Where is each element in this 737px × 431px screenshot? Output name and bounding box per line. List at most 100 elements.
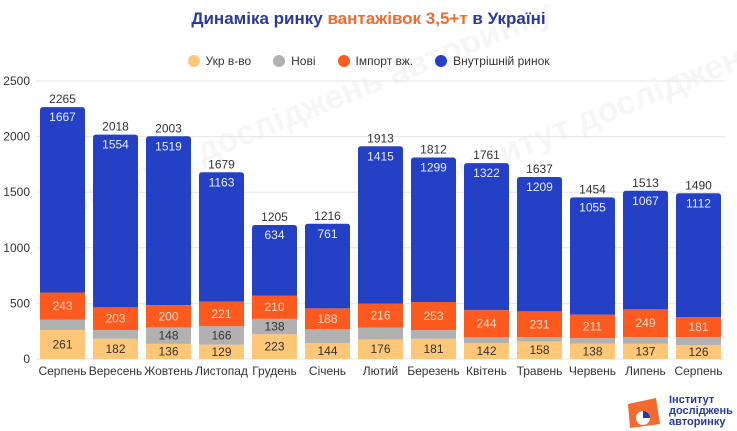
bar-segment-new [676, 337, 721, 345]
bar-segment-new [517, 337, 562, 342]
bar-segment-domestic [676, 193, 721, 317]
x-tick-label: Листопад [195, 364, 248, 378]
bar-segment-new [464, 337, 509, 344]
x-tick-label: Жовтень [144, 364, 193, 378]
bar-segment-ukr [517, 341, 562, 359]
y-tick-label: 2000 [3, 130, 30, 144]
data-label-ukr: 158 [529, 343, 549, 357]
bar-segment-domestic [146, 136, 191, 306]
logo-line1: Інститут [669, 394, 715, 406]
bar-segment-ukr [252, 334, 297, 359]
total-label: 2018 [102, 120, 129, 134]
data-label-new: 138 [264, 320, 284, 334]
bar-segment-domestic [623, 190, 668, 310]
data-label-domestic: 1554 [102, 138, 129, 152]
x-tick-label: Червень [569, 364, 616, 378]
data-label-ukr: 223 [264, 340, 284, 354]
bar-segment-domestic [305, 223, 350, 309]
data-label-ukr: 181 [423, 342, 443, 356]
total-label: 1490 [685, 178, 712, 192]
data-label-import: 210 [264, 300, 284, 314]
bar-segment-ukr [464, 343, 509, 359]
legend-label: Внутрішній ринок [453, 54, 550, 68]
total-label: 1513 [632, 176, 659, 190]
total-label: 1637 [526, 162, 553, 176]
data-label-import: 249 [635, 316, 655, 330]
x-tick-label: Серпень [38, 364, 86, 378]
total-label: 2265 [49, 92, 76, 106]
bar-segment-import [358, 303, 403, 328]
bar-segment-ukr [676, 344, 721, 359]
bar-segment-import [305, 308, 350, 330]
data-label-ukr: 142 [476, 344, 496, 358]
data-label-domestic: 1112 [686, 196, 711, 210]
data-label-import: 181 [688, 320, 708, 334]
data-label-import: 211 [583, 319, 602, 333]
data-label-domestic: 1667 [49, 110, 76, 124]
y-tick-label: 500 [10, 296, 30, 310]
total-label: 2003 [155, 121, 182, 135]
bar-segment-domestic [358, 146, 403, 304]
data-label-import: 216 [370, 309, 390, 323]
bar-segment-ukr [93, 338, 138, 359]
bar-segment-domestic [40, 107, 85, 293]
x-tick-label: Серпень [674, 364, 722, 378]
logo-text: Інститут досліджень авторинку [669, 395, 733, 428]
bar-segment-ukr [411, 338, 456, 359]
title-part1: Динаміка ринку [191, 9, 328, 28]
data-label-ukr: 126 [688, 345, 708, 359]
chart-title: Динаміка ринку вантажівок 3,5+т в Україн… [0, 9, 737, 29]
y-tick-label: 0 [23, 352, 30, 366]
data-label-domestic: 1163 [209, 175, 235, 189]
data-label-new: 148 [158, 329, 178, 343]
bar-segment-new [93, 329, 138, 339]
legend-dot-new-icon [273, 55, 286, 67]
bar-segment-ukr [305, 342, 350, 359]
data-label-import: 244 [476, 317, 496, 331]
title-part3: в Україні [467, 9, 546, 28]
bar-segment-import [517, 311, 562, 338]
total-label: 1205 [261, 210, 288, 224]
legend-label: Імпорт вж. [355, 54, 414, 68]
x-tick-label: Квітень [466, 364, 507, 378]
x-tick-label: Липень [625, 364, 666, 378]
logo-line3: авторинку [669, 416, 726, 428]
data-label-domestic: 1519 [155, 139, 182, 153]
data-label-domestic: 1322 [473, 166, 500, 180]
legend-item-import: Імпорт вж. [337, 54, 414, 68]
x-tick-label: Лютий [363, 364, 399, 378]
bar-segment-import [93, 307, 138, 330]
bar-segment-ukr [570, 343, 615, 359]
total-label: 1679 [208, 157, 235, 171]
bar-segment-import [40, 292, 85, 320]
bar-segment-ukr [146, 343, 191, 359]
data-label-ukr: 136 [158, 344, 178, 358]
data-label-import: 231 [529, 317, 549, 331]
data-label-import: 243 [52, 299, 72, 313]
logo-icon [628, 398, 660, 428]
bar-segment-new [40, 319, 85, 330]
bar-segment-import [623, 309, 668, 338]
bar-segment-domestic [464, 163, 509, 311]
total-label: 1812 [420, 143, 447, 157]
total-label: 1454 [579, 182, 606, 196]
data-label-new: 166 [211, 328, 231, 342]
bar-segment-import [676, 316, 721, 338]
legend-dot-domestic-icon [435, 55, 448, 67]
logo: Інститут досліджень авторинку [626, 394, 736, 430]
x-tick-label: Січень [309, 364, 346, 378]
data-label-domestic: 634 [264, 228, 284, 242]
data-label-ukr: 176 [370, 342, 390, 356]
bar-segment-new [570, 338, 615, 344]
data-label-domestic: 1209 [526, 180, 553, 194]
data-label-ukr: 137 [635, 344, 655, 358]
y-tick-label: 1500 [3, 185, 30, 199]
data-label-domestic: 761 [317, 227, 337, 241]
bar-segment-new [358, 327, 403, 340]
bar-segment-new [305, 329, 350, 343]
legend-item-ukr: Укр в-во [187, 54, 251, 68]
bar-segment-import [570, 314, 615, 339]
bar-segment-domestic [199, 172, 244, 302]
total-label: 1761 [473, 148, 500, 162]
